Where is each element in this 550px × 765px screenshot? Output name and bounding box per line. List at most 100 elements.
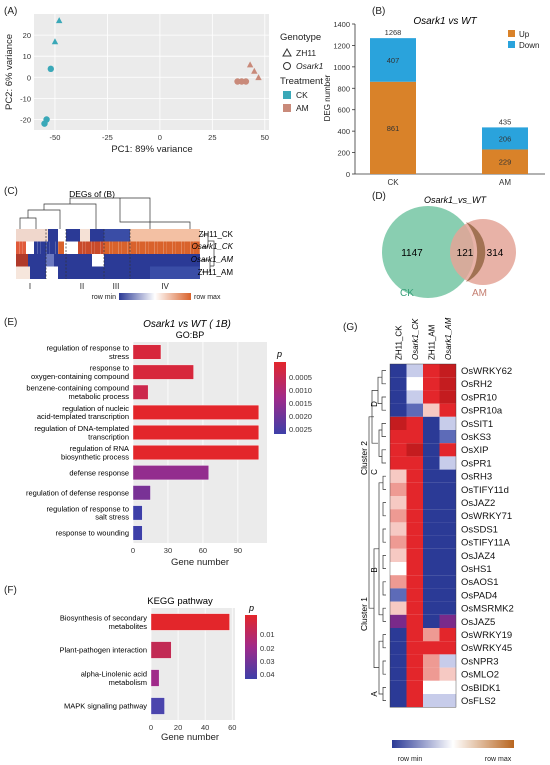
panel-c-cell [58, 266, 104, 279]
panel-f-legend-tick-4: 0.04 [260, 670, 275, 679]
panel-c-texture [178, 242, 179, 255]
panel-e-x-tick: 60 [199, 546, 207, 555]
panel-f-legend-tick-2: 0.02 [260, 644, 275, 653]
panel-c-texture [169, 242, 170, 255]
panel-c-texture [37, 241, 38, 254]
panel-b-y-tick: 1200 [333, 41, 350, 50]
panel-c-texture [118, 241, 119, 254]
panel-a-x-tick: 25 [208, 133, 216, 142]
panel-g-sub-b: B [370, 567, 379, 572]
panel-c-cell [104, 254, 200, 267]
panel-g-cell [390, 601, 407, 615]
panel-f-category: Plant-pathogen interaction [59, 646, 147, 655]
panel-g-cell [423, 575, 440, 589]
panel-c-texture [157, 241, 158, 254]
panel-e-category: regulation of RNA biosynthetic process [61, 444, 129, 461]
panel-g-cell [439, 443, 456, 457]
panel-b-y-tick: 0 [346, 170, 350, 179]
panel-g-gene-label: OsKS3 [461, 432, 491, 443]
panel-c-cell [90, 229, 104, 242]
panel-g-cell [390, 456, 407, 470]
panel-g-cell [390, 430, 407, 444]
panel-c-cell [64, 241, 78, 254]
panel-f-legend-title: p [248, 603, 254, 613]
venn-only-ck: 1147 [401, 248, 423, 259]
panel-g-cell [423, 430, 440, 444]
panel-g-sub-a: A [370, 691, 379, 697]
panel-c-texture [67, 241, 68, 254]
panel-c-colorbar [119, 293, 191, 300]
panel-g-gene-label: OsJAZ5 [461, 617, 495, 628]
panel-c-texture [76, 241, 77, 254]
panel-g-gene-label: OsSIT1 [461, 419, 493, 430]
panel-b-value-down: 206 [499, 134, 512, 143]
panel-g-cell [439, 654, 456, 668]
panel-c-texture [73, 241, 74, 254]
panel-c-dendrogram [19, 197, 215, 273]
panel-g-cell [406, 522, 423, 536]
panel-c-heatmap: ZH11_CK Osark1_CK Osark1_AM ZH11_AM I II I… [16, 197, 234, 301]
panel-g-dendro-branch [381, 396, 386, 411]
panel-g-column-label: ZH11_CK [394, 325, 403, 360]
panel-g-cell [423, 535, 440, 549]
panel-g-dendro-branch [377, 376, 382, 404]
panel-c-cell [48, 229, 58, 242]
panel-g-cell [439, 390, 456, 404]
circle-marker-icon [283, 62, 291, 70]
panel-c-texture [34, 242, 35, 255]
panel-g-cell [406, 364, 423, 378]
panel-g-dendro-branch [382, 581, 386, 596]
panel-f-colorbar [245, 615, 257, 679]
panel-e-category: regulation of response to stress [46, 343, 129, 360]
panel-g-dendro-branch [368, 416, 374, 609]
panel-b-y-tick: 600 [337, 106, 350, 115]
panel-a-point-triangle [255, 74, 262, 81]
panel-a-pca-plot: -50 -25 0 25 50 20 10 0 -10 -20 PC1: 89% variance… [4, 14, 324, 155]
panel-f-x-tick: 60 [228, 723, 236, 732]
panel-b-bar-up [370, 81, 416, 174]
panel-g-cell [406, 575, 423, 589]
panel-g-cell [439, 641, 456, 655]
panel-c-texture [166, 241, 167, 254]
panel-a-point-circle [41, 120, 48, 127]
panel-e-colorbar [274, 362, 286, 434]
panel-g-gene-label: OsWRKY45 [461, 643, 512, 654]
panel-g-cell [423, 403, 440, 417]
panel-c-texture [163, 241, 164, 254]
panel-e-category: response to wounding [56, 529, 129, 538]
panel-c-texture [31, 241, 32, 254]
panel-c-texture [151, 242, 152, 255]
panel-c-texture [190, 241, 191, 254]
panel-g-dendro-branch [381, 370, 386, 385]
panel-c-texture [103, 241, 104, 254]
panel-c-texture [139, 241, 140, 254]
panel-e-legend-tick-2: 0.0010 [289, 386, 312, 395]
panel-c-texture [124, 242, 125, 255]
panel-g-cell [423, 654, 440, 668]
panel-g-gene-label: OsWRKY71 [461, 511, 512, 522]
panel-g-cell [423, 680, 440, 694]
panel-g-colorbar [392, 740, 514, 748]
panel-c-scale-min: row min [91, 294, 116, 301]
panel-g-dendro-branch [382, 475, 386, 490]
panel-b-value-down: 407 [387, 56, 400, 65]
panel-g-gene-label: OsPR10 [461, 392, 497, 403]
panel-e-bar [132, 445, 260, 460]
panel-c-texture [193, 241, 194, 254]
panel-d-label: (D) [372, 191, 386, 202]
panel-f-x-tick: 40 [201, 723, 209, 732]
panel-g-cell [406, 562, 423, 576]
panel-c-cell [104, 229, 130, 242]
panel-c-cell [46, 254, 54, 267]
panel-c-dendro-branch [19, 217, 37, 229]
panel-f-legend-tick-1: 0.01 [260, 630, 275, 639]
panel-c-cell [92, 254, 104, 267]
panel-c-texture [85, 241, 86, 254]
panel-g-cell [423, 667, 440, 681]
panel-c-row-osark1-am: Osark1_AM [191, 255, 234, 264]
panel-c-cell [58, 229, 66, 242]
panel-b-bar-up [482, 149, 528, 174]
panel-c-texture [91, 241, 92, 254]
panel-g-cell [423, 509, 440, 523]
panel-g-dendro-branch [381, 423, 386, 437]
